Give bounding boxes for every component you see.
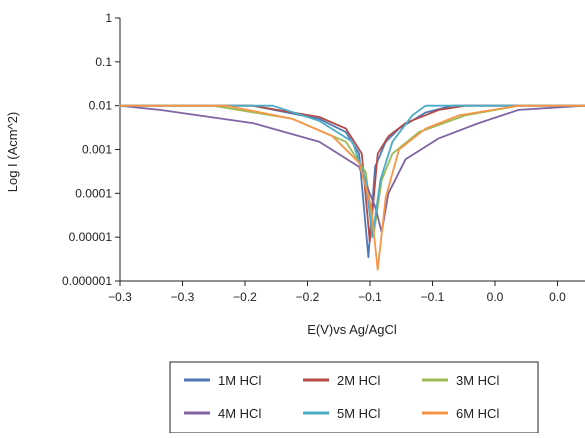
series-line-4 xyxy=(119,104,585,234)
y-tick-label: 0.000001 xyxy=(62,274,112,288)
y-tick-label: 0.0001 xyxy=(75,186,112,200)
legend-box xyxy=(169,361,539,434)
y-tick-label: 0.01 xyxy=(89,99,113,113)
y-tick-label: 0.00001 xyxy=(69,230,113,244)
series-line-1 xyxy=(119,104,585,259)
y-tick-label: 1 xyxy=(105,11,112,25)
legend-label: 1M HCl xyxy=(218,373,261,388)
legend-label: 4M HCl xyxy=(218,406,261,421)
x-tick-label: 0.0 xyxy=(549,290,566,304)
x-tick-label: −0.1 xyxy=(421,290,445,304)
plot-lines xyxy=(119,104,585,271)
legend-label: 3M HCl xyxy=(456,373,499,388)
axes: 1 0.1 0.01 0.001 0.0001 0.00001 0.000001 −0.3 −0… xyxy=(62,11,585,304)
legend-label: 6M HCl xyxy=(456,406,499,421)
x-tick-label: −0.3 xyxy=(108,290,132,304)
x-tick-label: −0.2 xyxy=(233,290,257,304)
y-tick-label: 0.1 xyxy=(95,55,112,69)
legend-label: 2M HCl xyxy=(337,373,380,388)
series-line-6 xyxy=(119,104,585,271)
y-tick-label: 0.001 xyxy=(82,143,112,157)
legend: 1M HCl 2M HCl 3M HCl 4M HCl 5M HCl 6M HCl xyxy=(169,361,539,434)
y-axis-title: Log I (Acm^2) xyxy=(5,112,20,193)
x-tick-label: −0.1 xyxy=(358,290,382,304)
legend-label: 5M HCl xyxy=(337,406,380,421)
series-line-3 xyxy=(119,104,585,235)
series-line-2 xyxy=(119,104,585,243)
series-line-5 xyxy=(119,104,585,239)
x-tick-label: −0.2 xyxy=(296,290,320,304)
x-axis-title: E(V)vs Ag/AgCl xyxy=(307,322,397,337)
x-tick-label: −0.3 xyxy=(171,290,195,304)
x-tick-label: 0.0 xyxy=(487,290,504,304)
